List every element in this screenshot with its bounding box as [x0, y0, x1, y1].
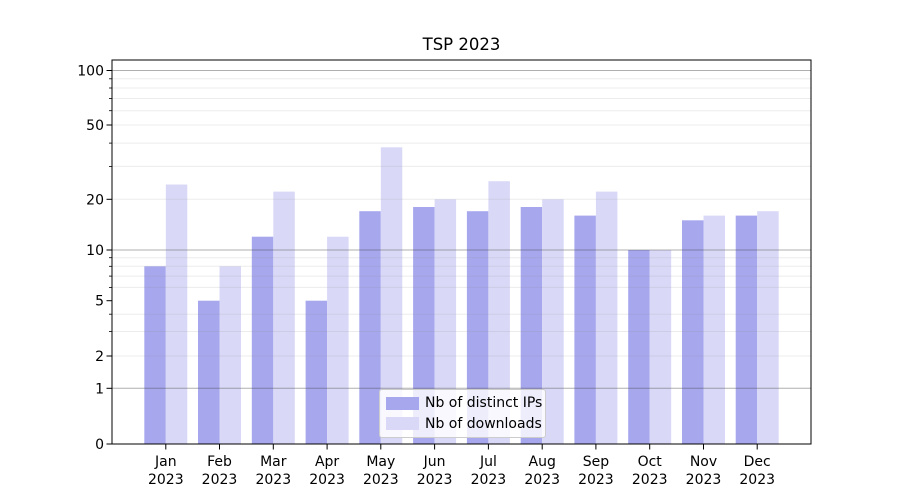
bar-ips-sep [574, 215, 596, 444]
bar-downloads-sep [595, 191, 618, 444]
x-tick-label-month: Aug [529, 454, 556, 470]
bar-ips-apr [305, 300, 328, 444]
y-tick-label: 1 [95, 381, 104, 397]
x-tick-label-month: Jul [479, 454, 497, 470]
y-tick-label: 0 [95, 437, 104, 453]
legend-entry-downloads: Nb of downloads [386, 415, 542, 433]
bar-ips-nov [682, 220, 704, 444]
legend-swatch-distinct-ips [386, 396, 419, 411]
chart-title: TSP 2023 [422, 35, 501, 54]
x-tick-label-month: Oct [638, 454, 663, 470]
bar-downloads-apr [327, 236, 349, 444]
x-tick-label-year: 2023 [148, 472, 184, 488]
bar-ips-mar [251, 236, 274, 444]
x-tick-label-year: 2023 [417, 472, 453, 488]
bar-downloads-jun [434, 199, 457, 444]
x-tick-label-month: Mar [260, 454, 287, 470]
bar-downloads-jan [165, 184, 188, 444]
x-tick-label-year: 2023 [524, 472, 560, 488]
y-tick-label: 100 [77, 64, 104, 80]
legend-swatch-downloads [386, 416, 419, 431]
bar-ips-aug [520, 207, 543, 444]
bar-downloads-oct [649, 250, 672, 444]
y-tick-label: 50 [86, 118, 104, 134]
x-tick-label-month: Nov [690, 454, 717, 470]
y-tick-label: 5 [95, 294, 104, 310]
bar-ips-jan [144, 266, 166, 444]
x-tick-label-month: Jan [154, 454, 177, 470]
x-tick-label-month: Dec [744, 454, 771, 470]
bar-ips-jun [413, 207, 435, 444]
y-tick-label: 10 [86, 243, 104, 259]
x-tick-label-year: 2023 [686, 472, 722, 488]
x-tick-label-year: 2023 [739, 472, 775, 488]
x-tick-label-year: 2023 [578, 472, 614, 488]
legend-entry-distinct-ips: Nb of distinct IPs [386, 394, 542, 412]
bar-downloads-feb [219, 266, 241, 444]
bar-ips-jul [466, 211, 489, 444]
bar-ips-oct [628, 250, 650, 444]
x-tick-label-month: Sep [583, 454, 610, 470]
x-tick-label-year: 2023 [632, 472, 668, 488]
bar-downloads-jul [488, 181, 510, 444]
y-tick-label: 20 [86, 192, 104, 208]
bar-downloads-nov [703, 215, 725, 444]
legend-label-downloads: Nb of downloads [425, 415, 542, 432]
bar-ips-may [359, 211, 381, 444]
x-tick-label-year: 2023 [309, 472, 345, 488]
x-tick-label-year: 2023 [363, 472, 399, 488]
x-tick-label-year: 2023 [255, 472, 291, 488]
x-tick-label-month: May [366, 454, 395, 470]
legend-label-distinct-ips: Nb of distinct IPs [425, 395, 543, 412]
bar-downloads-may [380, 147, 403, 445]
x-tick-label-year: 2023 [471, 472, 507, 488]
x-tick-label-month: Jun [423, 454, 446, 470]
x-tick-label-year: 2023 [202, 472, 238, 488]
x-tick-label-month: Feb [207, 454, 232, 470]
bar-ips-dec [735, 215, 758, 444]
plot-border [111, 59, 812, 445]
y-tick-label: 2 [95, 349, 104, 365]
bar-ips-feb [198, 300, 220, 444]
bar-downloads-dec [757, 211, 779, 444]
bar-downloads-aug [542, 199, 564, 444]
bar-downloads-mar [273, 191, 295, 444]
legend-box: Nb of distinct IPs Nb of downloads [379, 389, 546, 438]
x-tick-label-month: Apr [315, 454, 339, 470]
